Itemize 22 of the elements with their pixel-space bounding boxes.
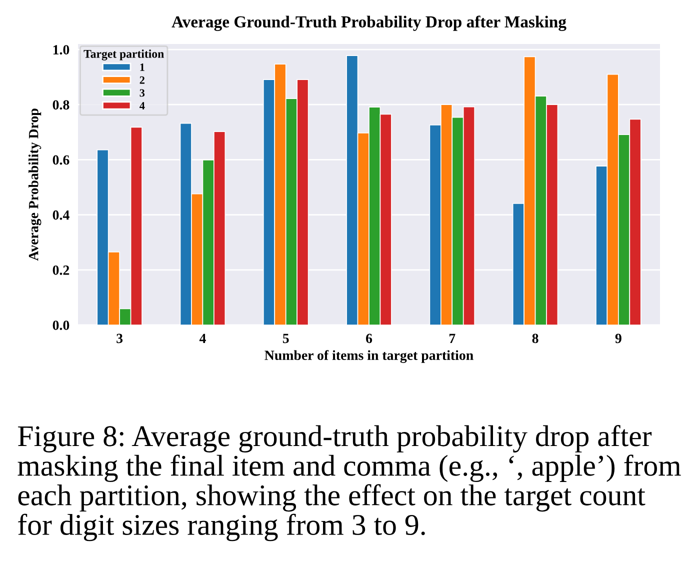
y-tick-label: 0.8 xyxy=(52,100,70,110)
x-tick-label: 9 xyxy=(615,334,622,344)
caption: Figure 8: Average ground-truth probability drop after masking the final item and comma (e.g., ‘, apple’) from each partition, showing the effect on the target count for digit sizes ranging from 3 to 9. xyxy=(18,425,681,542)
y-axis-title: Average Probability Drop xyxy=(28,108,42,261)
x-tick-label: 5 xyxy=(282,334,289,344)
y-tick-label: 0.6 xyxy=(52,155,70,165)
x-tick-label: 8 xyxy=(532,334,538,344)
y-tick-label: 1.0 xyxy=(53,45,70,55)
legend-title: Target partition xyxy=(84,50,164,60)
y-tick-label: 0.2 xyxy=(52,265,70,275)
x-tick-label: 3 xyxy=(116,334,123,344)
x-tick-label: 4 xyxy=(199,334,206,343)
chart-title: Average Ground-Truth Probability Drop after Masking xyxy=(172,16,566,32)
y-tick-label: 0.4 xyxy=(52,210,70,220)
x-tick-label: 6 xyxy=(366,334,372,344)
x-axis-title: Number of items in target partition xyxy=(264,350,474,363)
legend-label: 3 xyxy=(140,89,145,97)
legend-label: 1 xyxy=(140,64,144,71)
y-tick-label: 0.0 xyxy=(52,320,70,330)
legend-label: 4 xyxy=(140,102,145,110)
legend-label: 2 xyxy=(140,76,144,84)
x-tick-label: 7 xyxy=(449,334,456,343)
